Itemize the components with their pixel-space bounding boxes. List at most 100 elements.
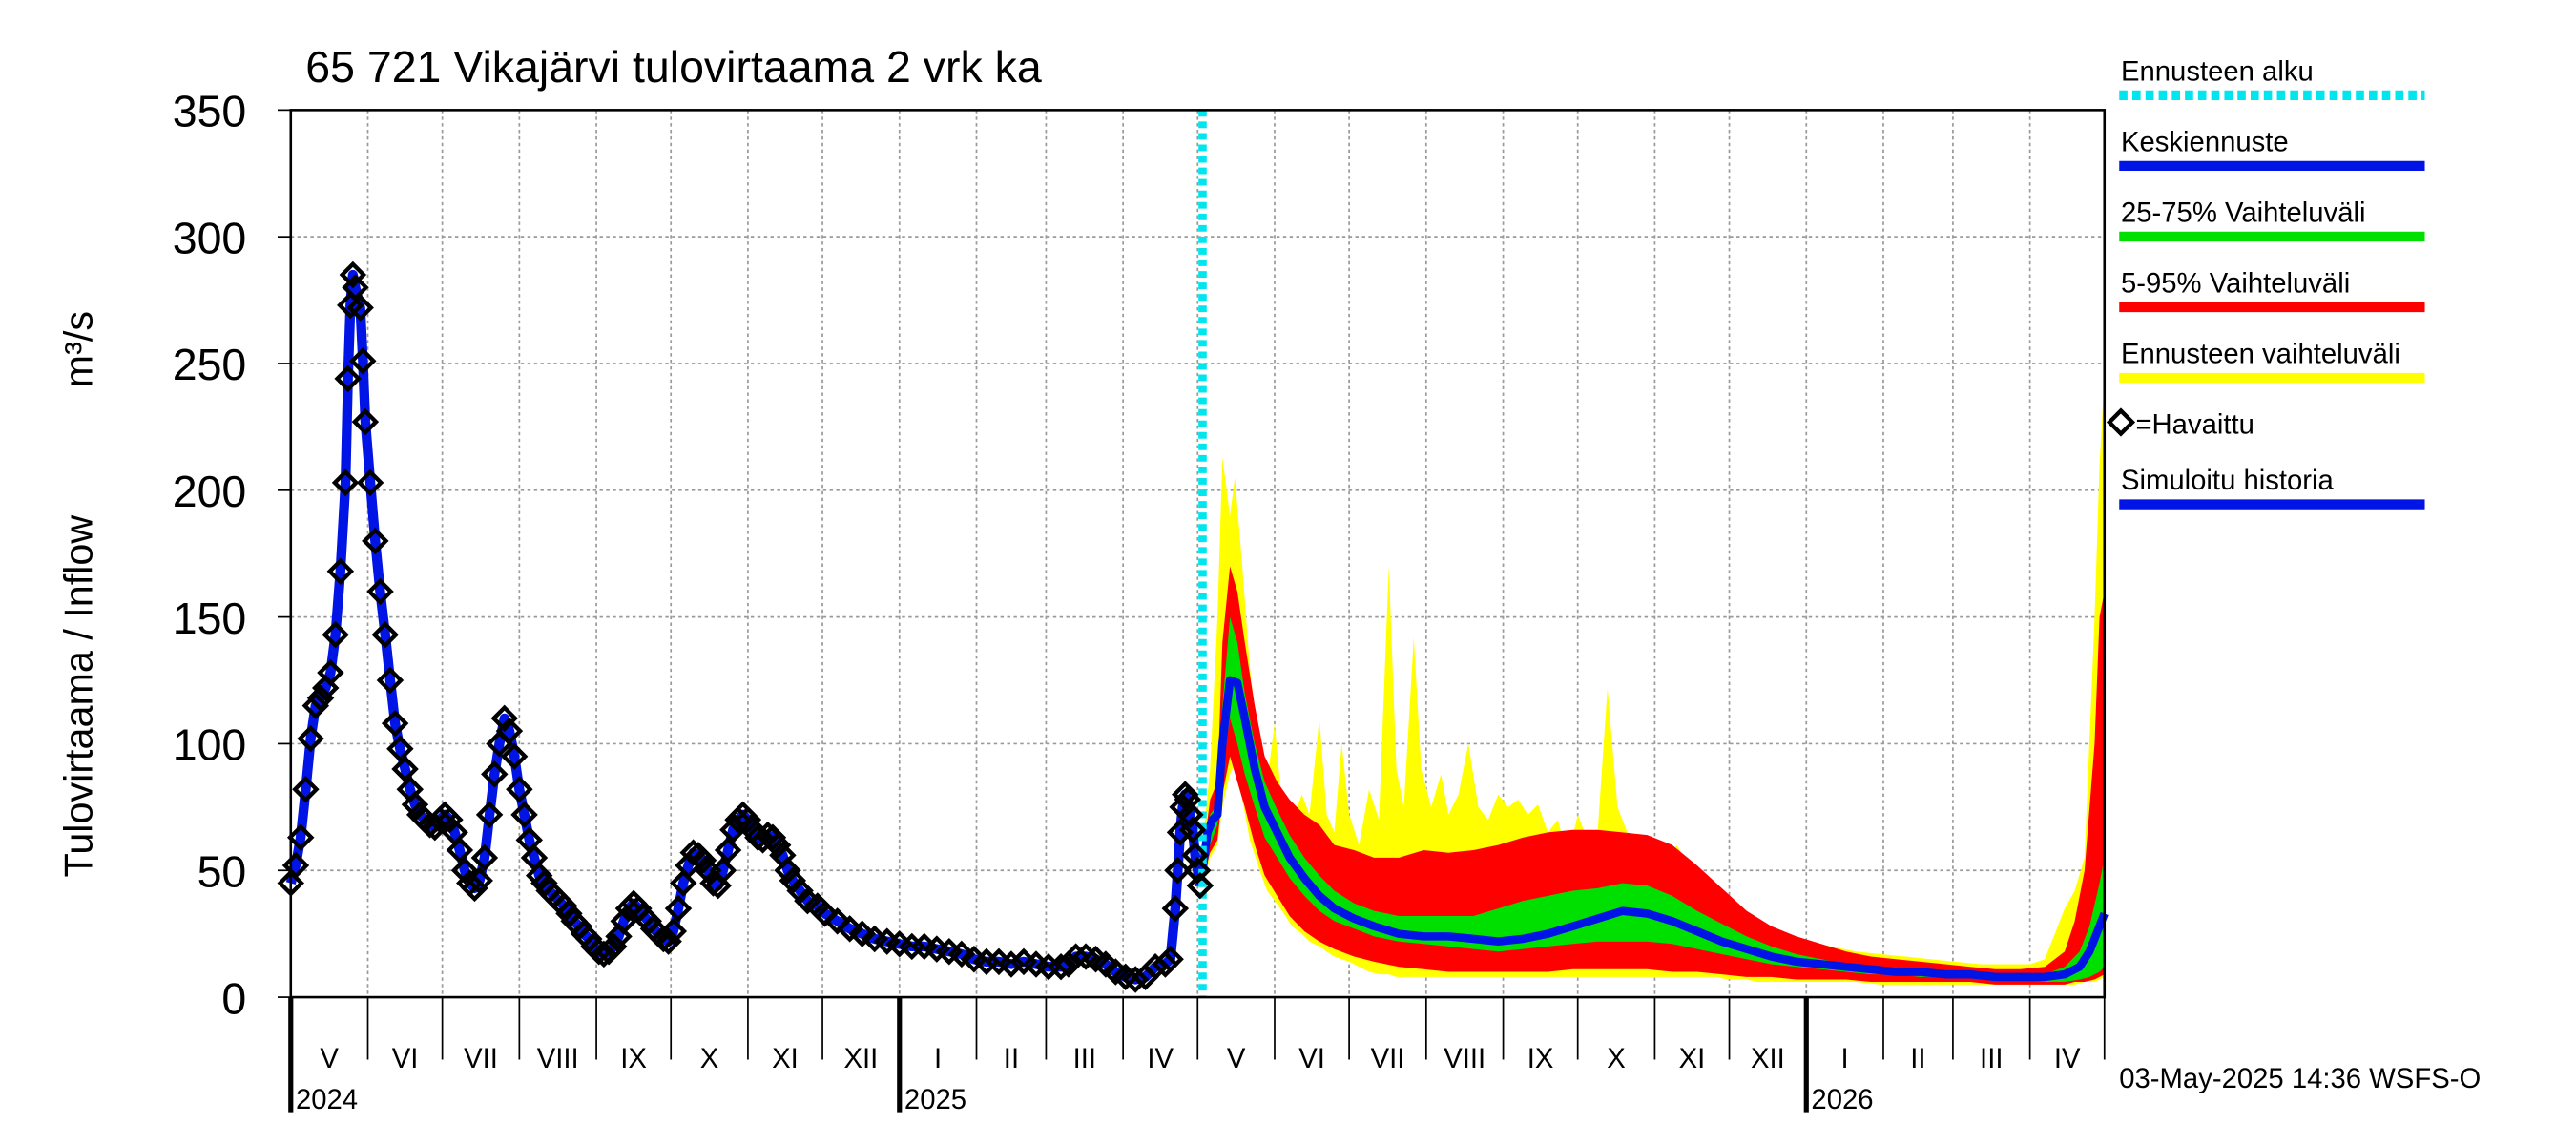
month-label: II bbox=[1004, 1044, 1019, 1074]
observed-point bbox=[1176, 801, 1204, 829]
chart-title: 65 721 Vikajärvi tulovirtaama 2 vrk ka bbox=[305, 42, 1042, 92]
y-axis-label: Tulovirtaama / Inflow bbox=[56, 515, 100, 878]
observed-point bbox=[689, 846, 717, 874]
observed-point bbox=[297, 724, 324, 753]
observed-point bbox=[292, 776, 320, 803]
observed-point bbox=[450, 857, 479, 885]
legend: Ennusteen alku Keskiennuste 25-75% Vaihtel… bbox=[2106, 56, 2425, 510]
observed-point bbox=[614, 894, 643, 923]
observed-point bbox=[376, 666, 405, 695]
observed-point bbox=[506, 776, 533, 803]
month-label: VIII bbox=[537, 1044, 579, 1074]
y-tick-label: 150 bbox=[173, 593, 247, 643]
observed-point bbox=[1186, 871, 1215, 900]
observed-point bbox=[1152, 950, 1179, 978]
month-label: XI bbox=[772, 1044, 799, 1074]
month-label: XI bbox=[1679, 1044, 1706, 1074]
month-label: III bbox=[1073, 1044, 1096, 1074]
y-tick-labels: 0 50 100 150 200 250 300 350 bbox=[173, 87, 247, 1024]
year-label: 2024 bbox=[296, 1085, 358, 1115]
legend-marker-observed bbox=[2106, 407, 2136, 437]
observed-point bbox=[322, 620, 349, 649]
month-label: X bbox=[700, 1044, 719, 1074]
month-label: VI bbox=[392, 1044, 419, 1074]
observed-point bbox=[1181, 842, 1209, 869]
observed-point bbox=[836, 915, 863, 943]
observed-point bbox=[371, 620, 399, 649]
band-min-max bbox=[1202, 376, 2105, 985]
legend-label: Keskiennuste bbox=[2121, 127, 2289, 157]
observed-point bbox=[475, 801, 504, 829]
observed-point bbox=[366, 577, 394, 606]
month-label: I bbox=[1841, 1044, 1849, 1074]
median-forecast-line bbox=[1198, 676, 2109, 982]
observed-point bbox=[749, 826, 777, 854]
observed-point bbox=[659, 917, 688, 946]
year-labels: 2024 2025 2026 bbox=[296, 1085, 1874, 1115]
observed-point bbox=[1166, 819, 1195, 846]
observed-point bbox=[339, 260, 367, 289]
observed-point bbox=[311, 674, 340, 702]
observed-point bbox=[1047, 952, 1075, 981]
band-25-75 bbox=[1202, 616, 2105, 983]
observed-point bbox=[669, 869, 697, 897]
month-label: VI bbox=[1298, 1044, 1325, 1074]
month-label: IV bbox=[2054, 1044, 2081, 1074]
y-tick-label: 50 bbox=[197, 846, 247, 896]
axes bbox=[278, 109, 2107, 1113]
observed-point bbox=[709, 857, 737, 885]
observed-point bbox=[510, 801, 538, 829]
month-label: V bbox=[320, 1044, 339, 1074]
month-label: VII bbox=[1371, 1044, 1405, 1074]
legend-label: Ennusteen alku bbox=[2121, 56, 2314, 87]
y-tick-label: 0 bbox=[221, 973, 246, 1023]
observed-point bbox=[401, 790, 429, 819]
observed-point bbox=[381, 709, 409, 738]
forecast-bands bbox=[1202, 376, 2105, 985]
observed-point bbox=[351, 407, 380, 436]
observed-point bbox=[763, 831, 792, 859]
month-label: VIII bbox=[1444, 1044, 1485, 1074]
observed-point bbox=[286, 823, 315, 851]
observed-point bbox=[386, 735, 414, 762]
month-labels: V VI VII VIII IX X XI XII I II III IV V VI VII VIII IX X X… bbox=[320, 1044, 2081, 1074]
timestamp-annotation: 03-May-2025 14:36 WSFS-O bbox=[2119, 1064, 2481, 1094]
observed-point bbox=[947, 940, 976, 968]
month-label: X bbox=[1607, 1044, 1626, 1074]
observed-point bbox=[481, 760, 509, 788]
observed-point bbox=[446, 836, 474, 864]
y-tick-label: 300 bbox=[173, 213, 247, 262]
observed-point bbox=[811, 900, 839, 927]
observed-point bbox=[714, 836, 742, 864]
observed-point bbox=[490, 704, 518, 733]
observed-point bbox=[317, 658, 344, 687]
legend-label: Simuloitu historia bbox=[2121, 466, 2335, 496]
observed-point bbox=[461, 874, 488, 903]
year-label: 2026 bbox=[1811, 1085, 1873, 1115]
observed-point bbox=[500, 742, 529, 770]
y-tick-label: 100 bbox=[173, 720, 247, 770]
observed-point bbox=[326, 557, 355, 586]
observed-point bbox=[734, 805, 762, 834]
month-label: XII bbox=[844, 1044, 879, 1074]
observed-point bbox=[1161, 894, 1190, 923]
legend-label: =Havaittu bbox=[2135, 410, 2254, 441]
observed-point bbox=[664, 894, 693, 923]
observed-point bbox=[823, 907, 851, 935]
observed-point bbox=[391, 755, 419, 783]
year-label: 2025 bbox=[904, 1085, 966, 1115]
y-axis-unit: m³/s bbox=[56, 311, 100, 387]
month-label: IX bbox=[620, 1044, 647, 1074]
observed-point bbox=[997, 950, 1026, 978]
month-label: VII bbox=[464, 1044, 498, 1074]
observed-point bbox=[466, 866, 493, 895]
observed-point bbox=[704, 871, 732, 900]
observed-point bbox=[848, 920, 876, 947]
observed-point bbox=[349, 347, 377, 375]
observed-point bbox=[331, 468, 360, 497]
observed-markers bbox=[277, 260, 1215, 993]
observed-point bbox=[1054, 950, 1083, 978]
